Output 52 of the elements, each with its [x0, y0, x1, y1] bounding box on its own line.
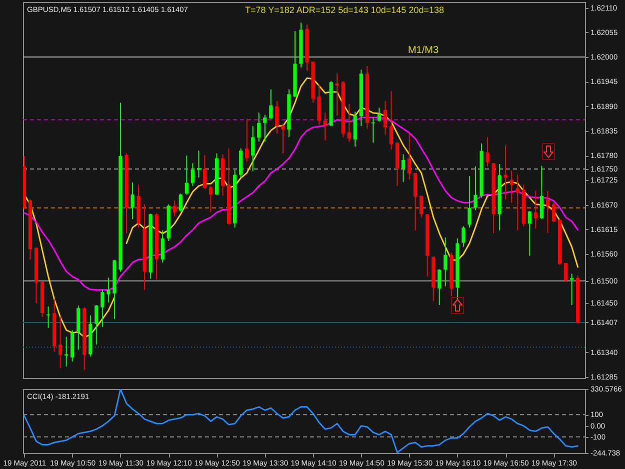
candlestick: [510, 170, 514, 204]
candlestick: [172, 200, 176, 217]
candlestick: [263, 114, 267, 142]
candlestick: [516, 174, 520, 231]
candlestick: [420, 195, 424, 218]
candlestick: [130, 182, 134, 220]
candlestick: [414, 172, 418, 231]
candlestick: [540, 165, 544, 220]
candlestick: [564, 262, 568, 282]
candlestick: [389, 90, 394, 150]
candlestick: [100, 288, 104, 328]
candlestick: [46, 306, 50, 328]
candlestick: [353, 111, 357, 148]
candlestick: [160, 230, 164, 264]
candlestick: [408, 133, 412, 180]
candlestick: [106, 277, 110, 303]
candlestick: [281, 123, 285, 154]
candlestick: [371, 116, 375, 144]
ref-line-label: M1/M3: [408, 45, 439, 56]
candlestick: [486, 136, 490, 167]
candlestick: [552, 202, 556, 222]
candlestick: [438, 268, 442, 306]
candlestick: [190, 162, 194, 186]
candlestick: [184, 155, 188, 195]
candlestick: [528, 210, 532, 256]
candlestick: [178, 193, 182, 212]
candlestick: [94, 304, 98, 345]
candlestick: [474, 166, 478, 211]
candlestick: [269, 88, 273, 120]
candlestick: [468, 176, 472, 228]
candlestick: [377, 107, 382, 122]
candlestick: [245, 118, 249, 162]
candlestick: [251, 125, 255, 172]
candlestick: [570, 273, 574, 306]
candlestick: [504, 144, 508, 200]
annotation: T=78 Y=182 ADR=152 5d=143 10d=145 20d=138: [244, 5, 444, 15]
candlestick: [76, 304, 80, 350]
candlestick: [275, 100, 279, 134]
candlestick: [58, 316, 62, 369]
candlestick: [546, 190, 550, 234]
candlestick: [401, 154, 406, 182]
candlestick: [383, 100, 388, 135]
candlestick: [462, 226, 466, 248]
candlestick: [202, 154, 207, 190]
line-series: [24, 389, 578, 453]
candlestick: [534, 190, 538, 229]
candlestick: [323, 112, 327, 141]
candlestick: [347, 104, 351, 142]
candlestick: [208, 185, 213, 213]
candlestick: [257, 112, 261, 142]
candlestick: [444, 236, 448, 287]
candlestick: [196, 150, 200, 178]
